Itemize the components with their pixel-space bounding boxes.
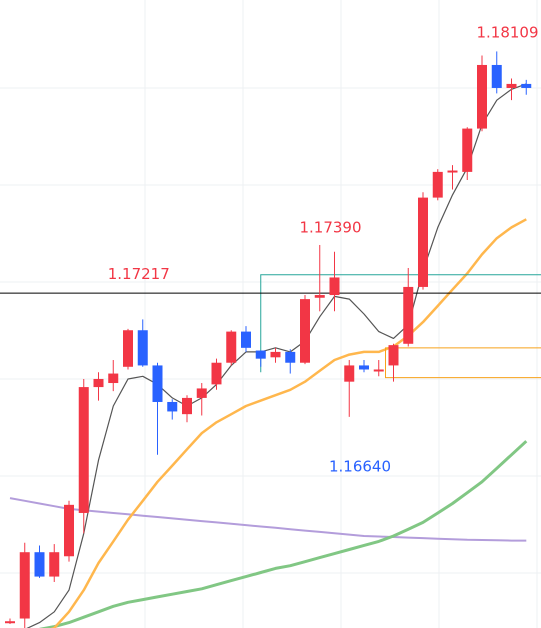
candle-body: [64, 504, 74, 557]
candle: [373, 360, 384, 377]
candle-body: [241, 331, 251, 348]
candle: [477, 55, 487, 132]
candle: [314, 244, 325, 312]
candle: [64, 500, 74, 562]
candle: [5, 618, 15, 624]
range-boxes: [260, 274, 541, 379]
candle: [123, 328, 133, 370]
candle-body: [49, 552, 60, 577]
candle-body: [34, 552, 45, 577]
candle: [108, 360, 119, 392]
teal-range-box: [260, 274, 541, 373]
candle: [462, 127, 473, 181]
candle: [359, 360, 369, 373]
candle-body: [329, 277, 340, 296]
ma-mid-line: [50, 218, 527, 628]
candle-body: [432, 171, 443, 198]
candle-body: [270, 351, 281, 358]
candle-body: [255, 350, 266, 359]
candle-body: [388, 345, 399, 366]
candle-body: [506, 83, 517, 88]
price-labels: 1.17217 1.17390 1.16640 1.18109: [108, 24, 539, 476]
candle: [49, 544, 60, 582]
candle: [432, 169, 443, 201]
price-annotation-label: 1.16640: [329, 457, 391, 475]
candle: [270, 347, 281, 363]
candle: [34, 545, 45, 578]
candle: [196, 383, 207, 416]
candle-body: [5, 621, 15, 624]
candle: [19, 542, 30, 628]
orange-range-box: [385, 347, 541, 379]
candle-body: [418, 197, 428, 287]
candle: [152, 362, 163, 455]
candle-body: [93, 378, 104, 388]
candle-body: [403, 286, 414, 344]
candle-body: [477, 64, 487, 129]
candle: [447, 165, 458, 190]
candle: [300, 295, 310, 365]
candle: [226, 330, 237, 366]
candle-body: [167, 401, 178, 412]
candle: [167, 399, 178, 420]
candle: [418, 192, 428, 290]
candle: [255, 350, 266, 367]
candle: [78, 378, 89, 534]
candle: [182, 395, 192, 423]
candle-body: [359, 365, 369, 370]
candle-body: [447, 170, 458, 173]
candle: [241, 326, 251, 352]
candle: [521, 79, 532, 95]
candle-body: [152, 365, 163, 402]
ma-slow-purple-line: [9, 497, 527, 542]
candle-body: [491, 64, 502, 88]
candle-body: [300, 299, 310, 363]
moving-averages: [9, 83, 528, 628]
candle: [329, 251, 340, 312]
ma-fast-line: [26, 83, 527, 628]
candle-body: [285, 351, 296, 363]
candle: [285, 349, 296, 374]
candle: [403, 267, 414, 347]
candle-body: [123, 330, 133, 367]
candle-body: [19, 552, 30, 619]
candle: [506, 78, 517, 101]
candle-body: [226, 331, 237, 363]
candle-body: [462, 128, 473, 172]
price-annotation-label: 1.17217: [108, 265, 170, 283]
candle-body: [344, 365, 355, 382]
ma-slow-green-line: [38, 440, 528, 628]
candle-body: [137, 330, 148, 366]
candle-body: [211, 362, 222, 385]
candle: [491, 51, 502, 94]
candle-body: [521, 83, 532, 88]
candle-body: [196, 388, 207, 398]
candle: [344, 360, 355, 417]
candle-body: [182, 397, 192, 415]
candlesticks: [5, 51, 532, 628]
candle-body: [78, 387, 89, 513]
price-annotation-label: 1.18109: [476, 24, 538, 42]
candle: [93, 372, 104, 401]
candle-body: [373, 369, 384, 372]
candle-body: [314, 295, 325, 298]
candle-body: [108, 373, 119, 384]
price-annotation-label: 1.17390: [299, 218, 361, 236]
candle: [388, 343, 399, 382]
candle: [211, 358, 222, 390]
candle: [137, 319, 148, 367]
